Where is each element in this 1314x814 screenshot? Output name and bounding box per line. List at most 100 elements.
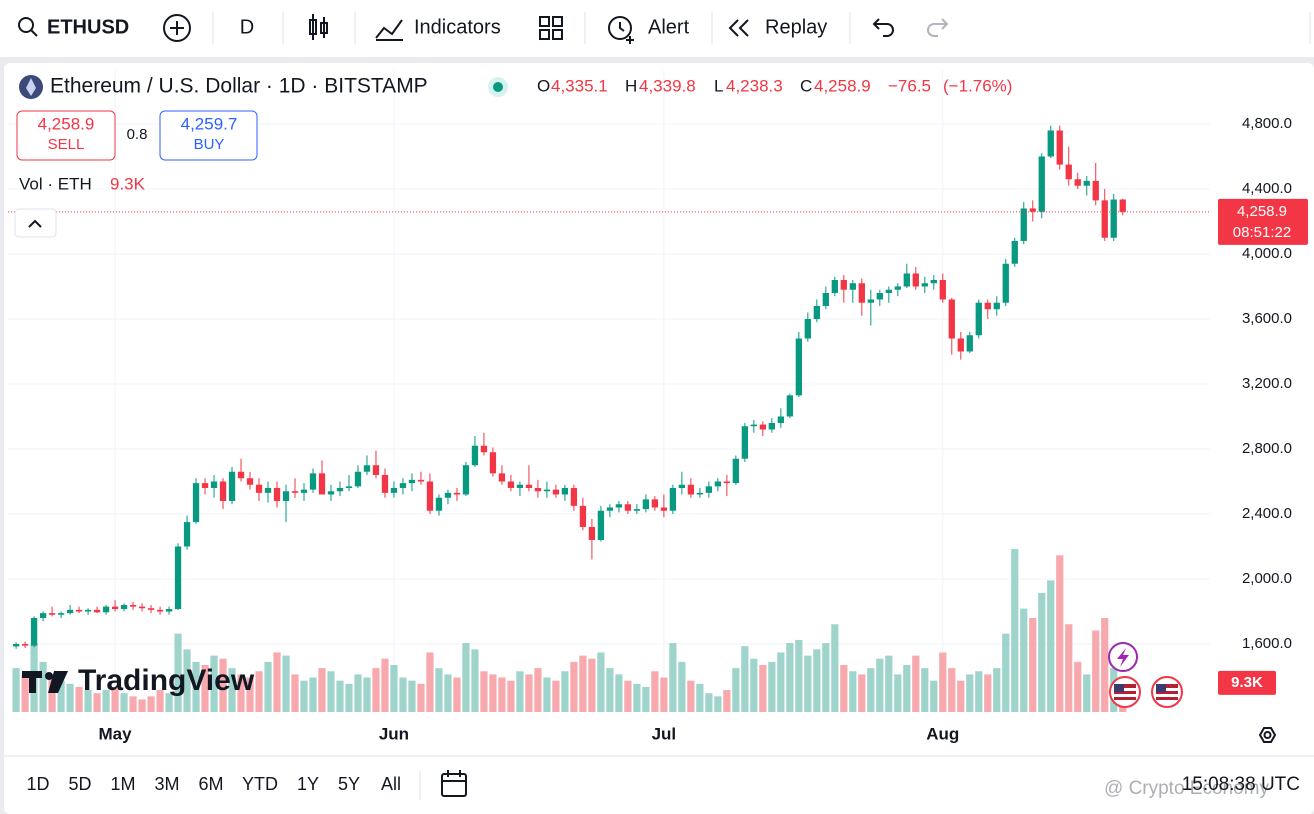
candle-body — [525, 484, 533, 488]
volume-bar — [147, 696, 155, 712]
candle-body — [201, 483, 209, 488]
x-tick-label: Jul — [652, 724, 677, 743]
volume-bar — [525, 674, 533, 712]
last-price-label: 4,258.9 — [1237, 203, 1287, 220]
candle-body — [903, 273, 910, 287]
volume-bar — [75, 686, 83, 712]
range-button[interactable]: 3M — [154, 774, 179, 794]
eth-logo-mark — [26, 78, 36, 96]
candle-body — [606, 507, 614, 511]
volume-bar — [984, 674, 992, 712]
candle-body — [462, 465, 470, 495]
range-button[interactable]: 1D — [26, 774, 49, 794]
volume-bar — [804, 655, 812, 712]
candle-body — [21, 643, 29, 646]
range-button[interactable]: 5Y — [338, 774, 360, 794]
volume-bar — [408, 680, 416, 712]
range-button[interactable]: 1M — [110, 774, 135, 794]
range-button[interactable]: YTD — [242, 774, 278, 794]
candle-body — [921, 283, 928, 287]
last-volume-label: 9.3K — [1231, 674, 1263, 691]
candle-body — [822, 292, 829, 306]
interval[interactable]: D — [240, 16, 254, 38]
candle-body — [651, 499, 659, 508]
sell-button[interactable] — [16, 110, 116, 161]
candle-body — [156, 609, 164, 612]
y-tick-label: 3,600.0 — [1242, 310, 1292, 327]
candle-body — [372, 465, 380, 475]
candle-body — [795, 338, 802, 396]
collapse-button[interactable] — [14, 208, 57, 238]
volume-bar — [57, 680, 65, 712]
candle-body — [714, 481, 722, 487]
candle-body — [1020, 208, 1027, 241]
legend-title: Ethereum / U.S. Dollar · 1D · BITSTAMP — [50, 75, 428, 98]
candle-body — [309, 473, 317, 490]
volume-bar — [813, 649, 821, 712]
candle-body — [705, 486, 713, 493]
volume-bar — [894, 674, 902, 712]
volume-bar — [723, 690, 731, 712]
sell-label: SELL — [48, 136, 85, 153]
range-button[interactable]: All — [381, 774, 401, 794]
volume-bar — [561, 671, 569, 712]
buy-button[interactable] — [159, 110, 258, 161]
settings-icon[interactable] — [1258, 727, 1277, 743]
candle-body — [291, 491, 299, 493]
replay-button[interactable]: Replay — [765, 16, 827, 38]
volume-bar — [345, 683, 353, 712]
candle-body — [255, 484, 263, 493]
volume-bar — [381, 658, 389, 712]
candle-body — [876, 292, 883, 300]
volume-bar — [489, 674, 497, 712]
volume-bar — [552, 680, 560, 712]
candle-body — [435, 497, 443, 511]
volume-bar — [210, 655, 218, 712]
goto-date-icon[interactable] — [441, 770, 467, 797]
candle-body — [534, 487, 542, 492]
logo-text: TradingView — [78, 664, 255, 697]
candle-body — [624, 504, 632, 511]
volume-bar — [462, 643, 470, 712]
range-button[interactable]: 6M — [198, 774, 223, 794]
range-button[interactable]: 1Y — [297, 774, 319, 794]
volume-bar — [516, 671, 524, 712]
volume-bar — [543, 677, 551, 712]
candle-body — [300, 489, 308, 493]
volume-bar — [219, 658, 227, 712]
ohlc-legend: O 4,335.1 H 4,339.8 L 4,238.3 C 4,258.9 — [537, 76, 871, 95]
candle-body — [678, 484, 686, 488]
candle-body — [480, 445, 488, 453]
range-button[interactable]: 5D — [68, 774, 91, 794]
volume-bar — [1101, 618, 1109, 712]
candle-body — [57, 613, 65, 615]
volume-bar — [48, 674, 56, 712]
volume-bar — [534, 668, 542, 712]
ohlc-key: C — [800, 76, 812, 95]
volume-bar — [849, 671, 857, 712]
candle-body — [471, 445, 479, 466]
volume-bar — [696, 683, 704, 712]
candle-body — [399, 483, 407, 488]
candle-body — [498, 473, 506, 482]
candle-body — [579, 505, 587, 527]
candle-body — [129, 604, 137, 607]
ohlc-key: O — [537, 76, 550, 95]
volume-bar — [705, 693, 713, 712]
symbol[interactable]: ETHUSD — [47, 16, 129, 38]
candle-body — [192, 483, 200, 523]
volume-bar — [336, 680, 344, 712]
volume-bar — [795, 639, 803, 712]
toolbar-separators — [212, 12, 1311, 44]
indicators-button[interactable]: Indicators — [414, 16, 501, 38]
volume-bar — [759, 665, 767, 712]
candle-body — [12, 643, 20, 647]
alert-button[interactable]: Alert — [648, 16, 690, 38]
candle-body — [867, 299, 874, 303]
candle-body — [813, 305, 820, 319]
volume-bar — [120, 693, 128, 712]
candle-body — [750, 424, 758, 427]
candle-body — [552, 489, 560, 495]
candle-body — [885, 289, 892, 293]
